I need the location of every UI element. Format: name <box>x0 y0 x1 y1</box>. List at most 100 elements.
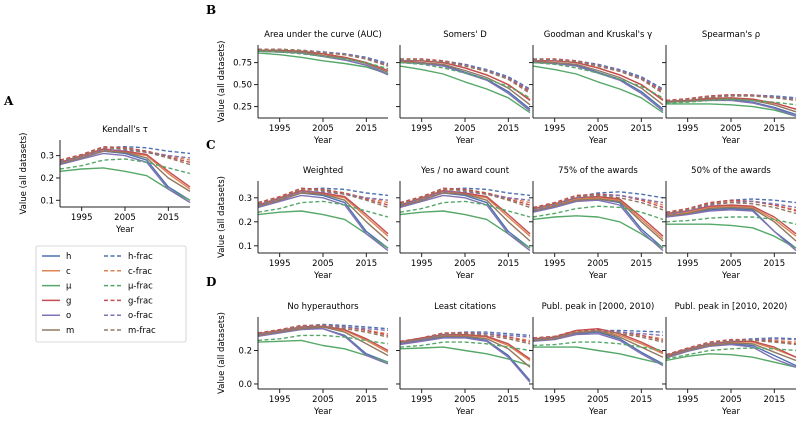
series-line-mu-frac <box>532 205 664 221</box>
legend-label-c-frac: c-frac <box>128 267 152 277</box>
series-line-mu <box>533 346 664 365</box>
subplot-yes-no-award-count: Yes / no award count 1995 2005 2015 Year <box>396 166 531 281</box>
x-axis-label: Year <box>721 407 741 417</box>
subplot-75-percent-awards: 75% of the awards 1995 2005 2015 Year <box>529 166 664 281</box>
x-tick-label: 2005 <box>720 124 742 134</box>
series-line-m <box>399 192 531 242</box>
series-line-c <box>665 205 797 237</box>
panel-label-a: A <box>3 94 14 108</box>
series-line-m <box>532 198 664 242</box>
series-line-mu <box>665 353 797 368</box>
series-line-m <box>59 150 191 192</box>
series-line-m-frac <box>665 339 797 357</box>
subplot-title: Least citations <box>434 302 496 312</box>
y-axis-label: Value (all datasets) <box>217 176 227 258</box>
x-axis-label: Year <box>115 225 135 235</box>
series-line-m <box>665 97 797 113</box>
series-line-o <box>399 194 531 252</box>
x-tick-label: 2005 <box>454 259 476 269</box>
series-line-mu-frac <box>59 158 191 175</box>
series-line-o <box>399 337 531 383</box>
series-line-m-frac <box>532 194 664 211</box>
series-line-mu <box>399 346 531 367</box>
subplot-goodman-kruskal-gamma: Goodman and Kruskal's γ 1995 2005 2015 Year <box>529 30 664 146</box>
x-tick-label: 1995 <box>411 124 433 134</box>
x-tick-label: 2015 <box>631 124 653 134</box>
subplot-kendalls-tau: Kendall's τ 1995 2005 2015 0.1 0.2 0.3 Year Valu… <box>19 125 191 235</box>
series-line-m-frac <box>399 188 531 209</box>
series-line-mu-frac <box>532 61 664 99</box>
series-line-o-frac <box>59 149 191 163</box>
x-axis-label: Year <box>455 407 475 417</box>
legend-label-m-frac: m-frac <box>128 326 156 336</box>
x-axis-label: Year <box>721 271 741 281</box>
subplot-weighted: Weighted 1995 2005 2015 0.1 0.2 0.3 Year Value (… <box>217 166 389 281</box>
series-line-m-frac <box>532 58 664 94</box>
legend-label-m: m <box>66 326 74 336</box>
x-tick-label: 1995 <box>411 259 433 269</box>
series-line-m-frac <box>665 201 797 215</box>
subplot-no-hyperauthors: No hyperauthors 1995 2005 2015 0.0 0.2 Year Val… <box>217 302 389 417</box>
x-axis-label: Year <box>588 407 608 417</box>
series-line-g-frac <box>532 328 664 342</box>
y-tick-label: 0.1 <box>238 242 252 252</box>
x-tick-label: 2005 <box>312 395 334 405</box>
series-line-o <box>532 333 664 367</box>
series-line-m-frac <box>257 325 389 338</box>
series-line-m <box>399 61 531 106</box>
series-line-o-frac <box>399 191 531 206</box>
subplot-title: 75% of the awards <box>558 166 638 176</box>
x-axis-label: Year <box>588 271 608 281</box>
legend-label-h-frac: h-frac <box>128 252 153 262</box>
series-line-o <box>665 343 797 368</box>
legend-label-g-frac: g-frac <box>128 296 153 306</box>
series-line-g-frac <box>59 145 191 163</box>
y-tick-label: 0.2 <box>40 174 54 184</box>
x-tick-label: 1995 <box>544 259 566 269</box>
series-line-mu-frac <box>665 347 797 360</box>
x-axis-label: Year <box>313 407 333 417</box>
x-tick-label: 2005 <box>114 213 136 223</box>
series-line-m <box>532 61 664 106</box>
series-line-mu-frac <box>665 98 797 106</box>
series-line-h <box>399 336 531 382</box>
x-tick-label: 1995 <box>269 395 291 405</box>
subplot-publ-peak-2010-2020: Publ. peak in [2010, 2020) 1995 2005 2015 Ye… <box>662 302 797 417</box>
y-tick-label: 0.2 <box>238 218 252 228</box>
series-line-m <box>257 192 389 242</box>
series-line-o <box>257 328 389 365</box>
legend-label-h: h <box>66 252 71 262</box>
subplot-title: Kendall's τ <box>102 125 148 135</box>
series-line-g-frac <box>399 187 531 206</box>
x-tick-label: 2005 <box>587 259 609 269</box>
y-tick-label: 0.3 <box>238 194 252 204</box>
series-line-m-frac <box>399 58 531 94</box>
subplot-title: Yes / no award count <box>420 166 510 176</box>
series-line-mu <box>399 65 531 114</box>
x-tick-label: 2015 <box>158 213 180 223</box>
x-tick-label: 1995 <box>677 395 699 405</box>
y-tick-label: 0.75 <box>233 59 252 69</box>
x-tick-label: 1995 <box>71 213 93 223</box>
series-line-o <box>532 199 664 252</box>
series-line-mu-frac <box>532 341 664 352</box>
subplot-title: 50% of the awards <box>691 166 771 176</box>
x-tick-label: 2015 <box>764 395 786 405</box>
series-line-g-frac <box>665 199 797 213</box>
x-tick-label: 1995 <box>269 259 291 269</box>
series-line-m-frac <box>257 188 389 209</box>
series-line-g-frac <box>257 324 389 337</box>
subplot-50-percent-awards: 50% of the awards 1995 2005 2015 Year <box>662 166 797 281</box>
series-line-o <box>257 194 389 252</box>
series-line-o <box>59 152 191 204</box>
y-axis-label: Value (all datasets) <box>19 133 29 215</box>
x-tick-label: 2015 <box>356 124 378 134</box>
series-line-mu-frac <box>399 200 531 218</box>
series-line-g-frac <box>399 332 531 343</box>
y-axis-label: Value (all datasets) <box>217 41 227 123</box>
x-tick-label: 2005 <box>720 395 742 405</box>
series-line-g <box>533 60 664 101</box>
series-line-m-frac <box>532 329 664 343</box>
series-line-mu-frac <box>399 341 531 352</box>
